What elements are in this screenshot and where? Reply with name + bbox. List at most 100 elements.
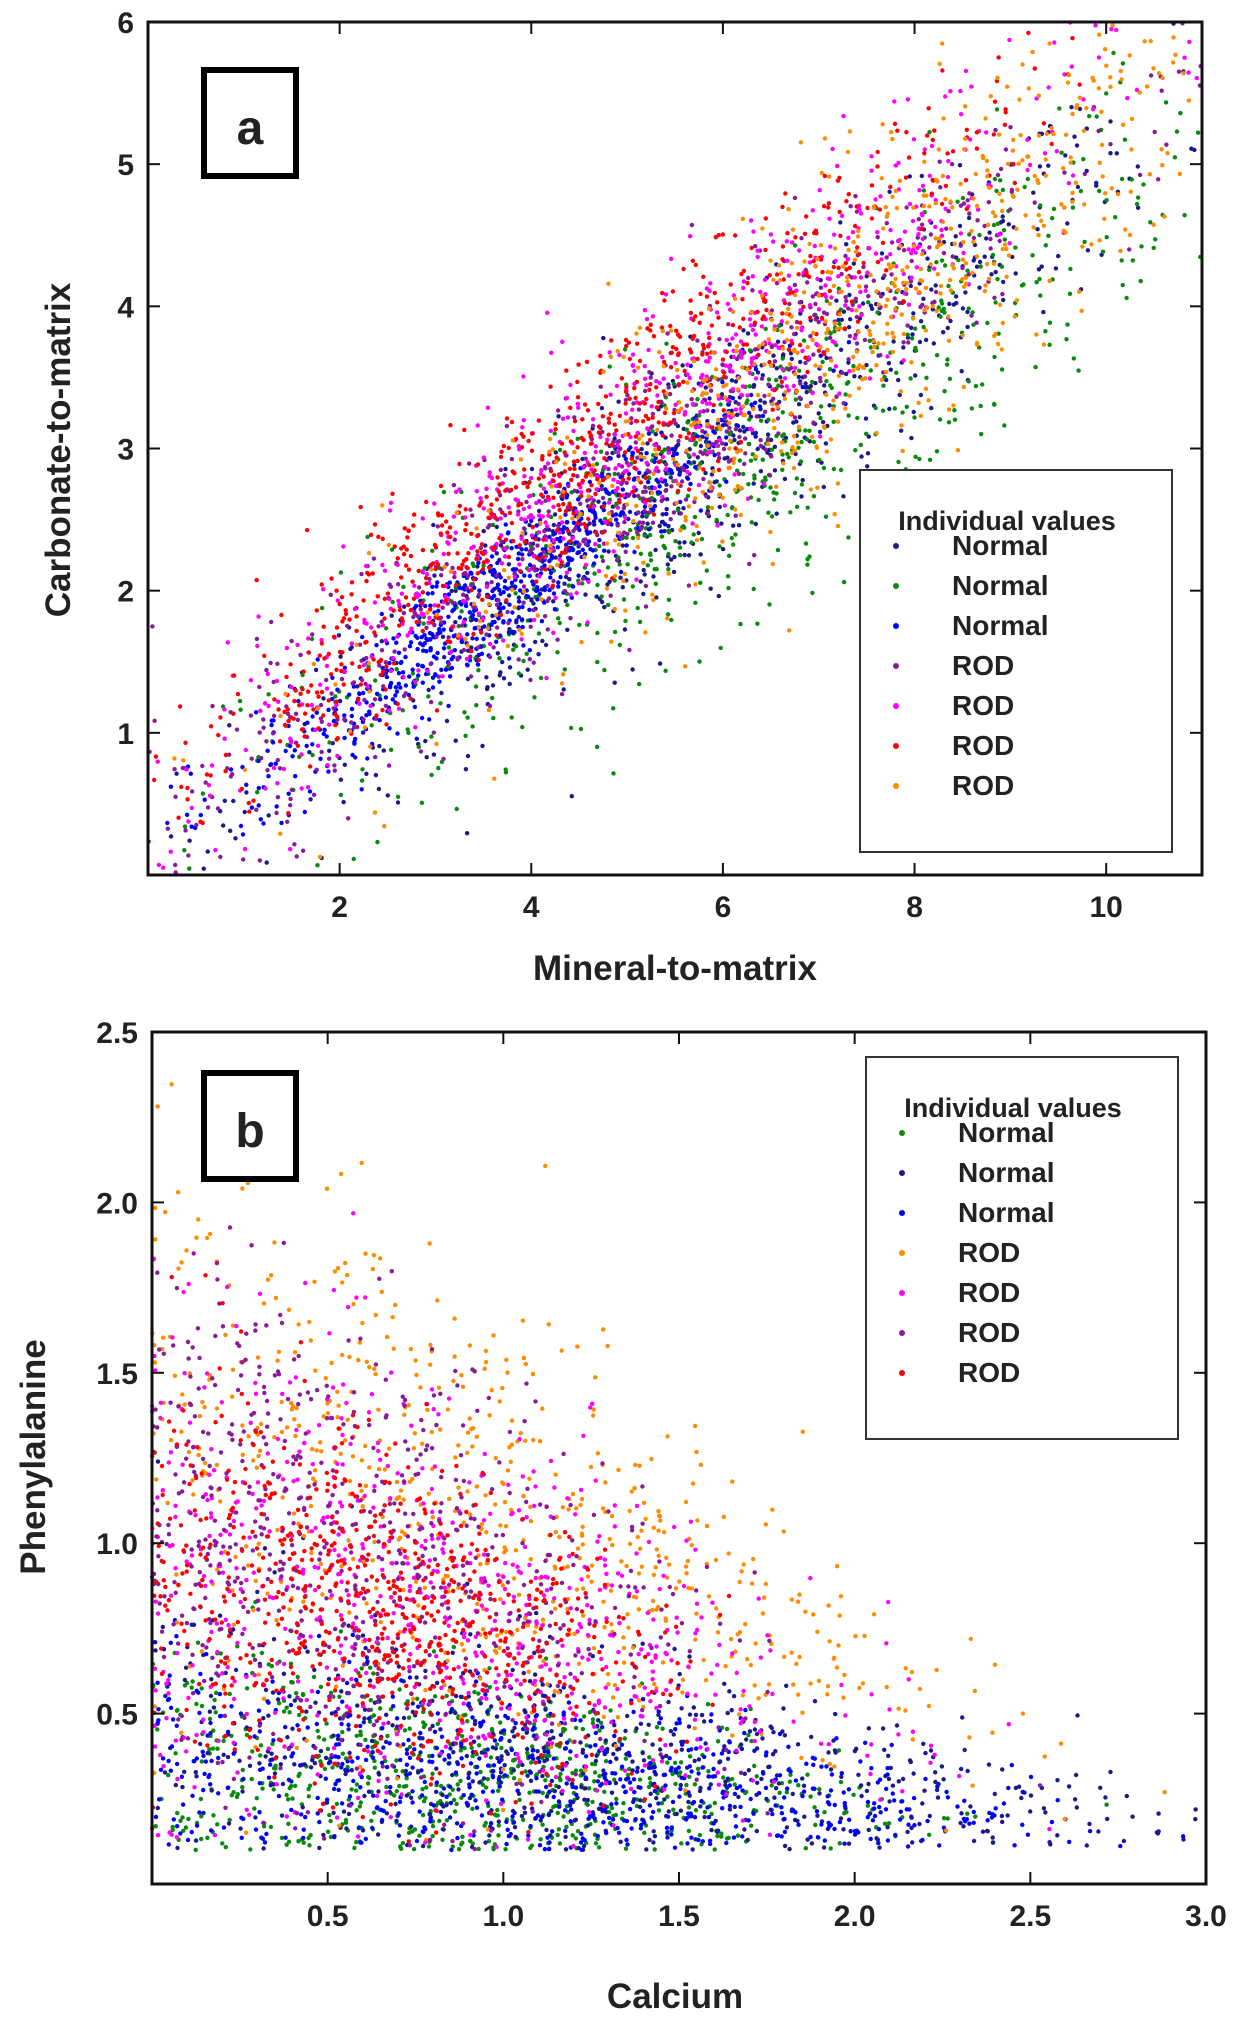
data-point [941, 330, 946, 335]
data-point [634, 530, 640, 535]
data-point [912, 415, 917, 420]
data-point [708, 586, 713, 591]
data-point [538, 675, 544, 681]
data-point [688, 481, 693, 487]
data-point [696, 482, 702, 488]
data-point [487, 565, 492, 570]
data-point [430, 584, 435, 589]
data-point [242, 767, 248, 772]
data-point [612, 629, 618, 635]
data-point [839, 317, 844, 322]
data-point [596, 430, 602, 435]
data-point [669, 350, 674, 355]
data-point [812, 312, 817, 318]
data-point [611, 477, 616, 482]
data-point [1004, 274, 1009, 279]
data-point [576, 581, 581, 586]
data-point [1100, 174, 1105, 179]
data-point [509, 580, 515, 585]
data-point [495, 560, 500, 566]
data-point [465, 715, 470, 720]
data-point [666, 597, 672, 602]
data-point [374, 713, 379, 718]
data-point [848, 204, 853, 209]
data-point [751, 406, 756, 412]
data-point [295, 717, 301, 723]
data-point [691, 317, 696, 323]
data-point [548, 384, 553, 389]
data-point [906, 302, 912, 307]
data-point [558, 574, 563, 580]
data-point [731, 542, 736, 547]
data-point [745, 393, 750, 398]
data-point [969, 228, 974, 234]
data-point [1026, 30, 1031, 36]
data-point [977, 259, 983, 265]
data-point [642, 364, 647, 369]
data-point [936, 147, 941, 152]
data-point [377, 1706, 383, 1711]
data-point [161, 865, 166, 870]
data-point [640, 514, 645, 519]
data-point [799, 328, 804, 333]
data-point [595, 582, 600, 588]
data-point [714, 443, 719, 448]
data-point [395, 800, 401, 805]
data-point [748, 218, 754, 223]
data-point [502, 578, 508, 584]
data-point [1065, 322, 1070, 327]
data-point [820, 419, 826, 425]
data-point [701, 378, 706, 383]
data-point [319, 605, 325, 611]
data-point [955, 448, 961, 453]
data-point [443, 667, 449, 672]
data-point [674, 346, 679, 352]
data-point [474, 703, 479, 708]
data-point [413, 679, 418, 684]
data-point [637, 325, 643, 330]
data-point [937, 61, 942, 67]
data-point [846, 535, 851, 540]
data-point [824, 336, 829, 341]
data-point [429, 734, 434, 739]
data-point [677, 472, 682, 477]
x-tick-label: 2 [331, 891, 348, 924]
data-point [516, 599, 522, 604]
data-point [359, 677, 365, 683]
data-point [372, 600, 378, 605]
data-point [565, 602, 570, 608]
data-point [355, 684, 360, 689]
data-point [886, 1821, 892, 1826]
data-point [339, 662, 344, 667]
data-point [604, 541, 610, 546]
data-point [310, 632, 315, 637]
data-point [293, 774, 298, 779]
data-point [768, 529, 773, 535]
data-point [832, 321, 837, 326]
data-point [519, 516, 524, 522]
data-point [1070, 205, 1076, 210]
data-point [388, 584, 394, 589]
data-point [420, 547, 426, 553]
data-point [815, 485, 820, 490]
data-point [885, 286, 891, 292]
data-point [368, 744, 373, 749]
data-point [521, 658, 526, 664]
data-point [773, 342, 778, 348]
data-point [1172, 155, 1178, 160]
data-point [711, 429, 716, 434]
data-point [380, 623, 385, 628]
data-point [295, 743, 301, 748]
data-point [798, 381, 803, 386]
data-point [844, 371, 849, 377]
data-point [339, 668, 344, 674]
data-point [364, 771, 369, 776]
data-point [720, 232, 726, 237]
data-point [601, 504, 606, 509]
data-point [421, 621, 426, 626]
data-point [256, 758, 261, 764]
data-point [885, 354, 890, 359]
data-point [387, 508, 393, 513]
data-point [669, 527, 675, 533]
data-point [939, 227, 944, 233]
